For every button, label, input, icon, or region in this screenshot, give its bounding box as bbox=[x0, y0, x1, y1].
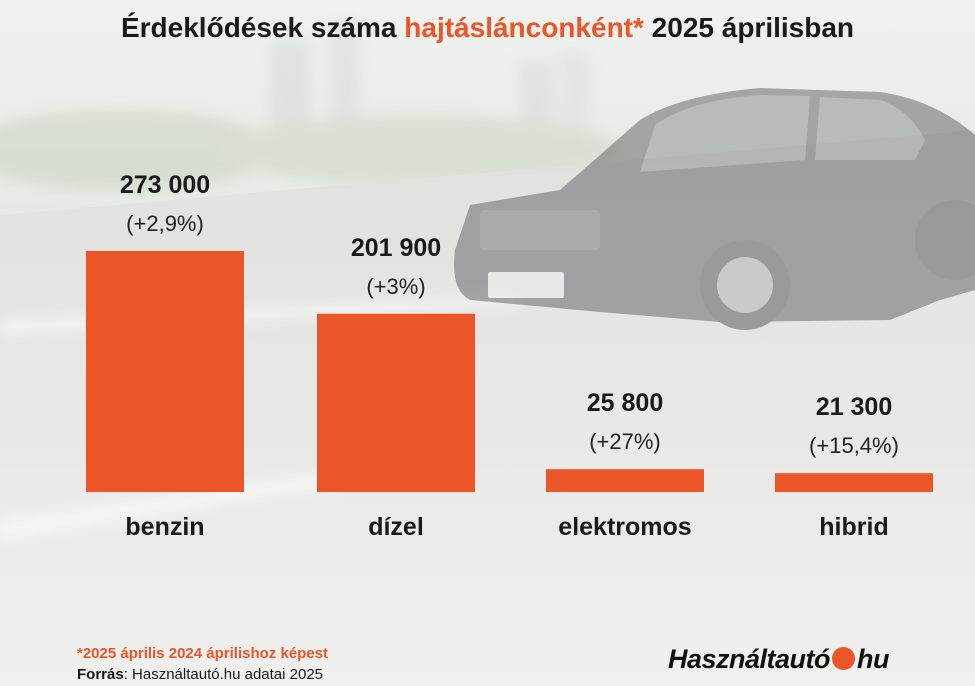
value-label-3: 21 300 bbox=[816, 393, 892, 421]
bar-2 bbox=[546, 469, 704, 492]
logo-dot-icon bbox=[832, 647, 856, 670]
category-label-0: benzin bbox=[125, 513, 204, 541]
category-label-1: dízel bbox=[368, 513, 424, 541]
bar-1 bbox=[317, 313, 475, 492]
logo-left-text: Használtautó bbox=[668, 644, 831, 674]
change-label-3: (+15,4%) bbox=[809, 433, 899, 458]
bar-0 bbox=[86, 251, 244, 492]
change-label-2: (+27%) bbox=[589, 429, 661, 454]
source-line: Forrás: Használtautó.hu adatai 2025 bbox=[77, 666, 323, 683]
footnote: *2025 április 2024 áprilishoz képest bbox=[77, 645, 328, 662]
title-part-2: 2025 áprilisban bbox=[643, 12, 855, 43]
category-label-2: elektromos bbox=[558, 513, 691, 541]
change-label-1: (+3%) bbox=[366, 274, 425, 299]
chart-title: Érdeklődések száma hajtáslánconként* 202… bbox=[0, 12, 975, 44]
value-label-2: 25 800 bbox=[587, 389, 663, 417]
hasznaltauto-logo: Használtautó hu bbox=[668, 644, 890, 680]
category-label-3: hibrid bbox=[819, 513, 888, 541]
change-label-0: (+2,9%) bbox=[126, 211, 204, 236]
source-label: Forrás bbox=[77, 666, 124, 683]
logo-right-text: hu bbox=[857, 644, 890, 674]
bar-3 bbox=[775, 473, 933, 492]
value-label-0: 273 000 bbox=[120, 171, 210, 199]
source-text: : Használtautó.hu adatai 2025 bbox=[123, 666, 324, 683]
title-accent: hajtáslánconként* bbox=[404, 12, 644, 43]
title-part-1: Érdeklődések száma bbox=[120, 12, 405, 43]
value-label-1: 201 900 bbox=[351, 234, 441, 262]
